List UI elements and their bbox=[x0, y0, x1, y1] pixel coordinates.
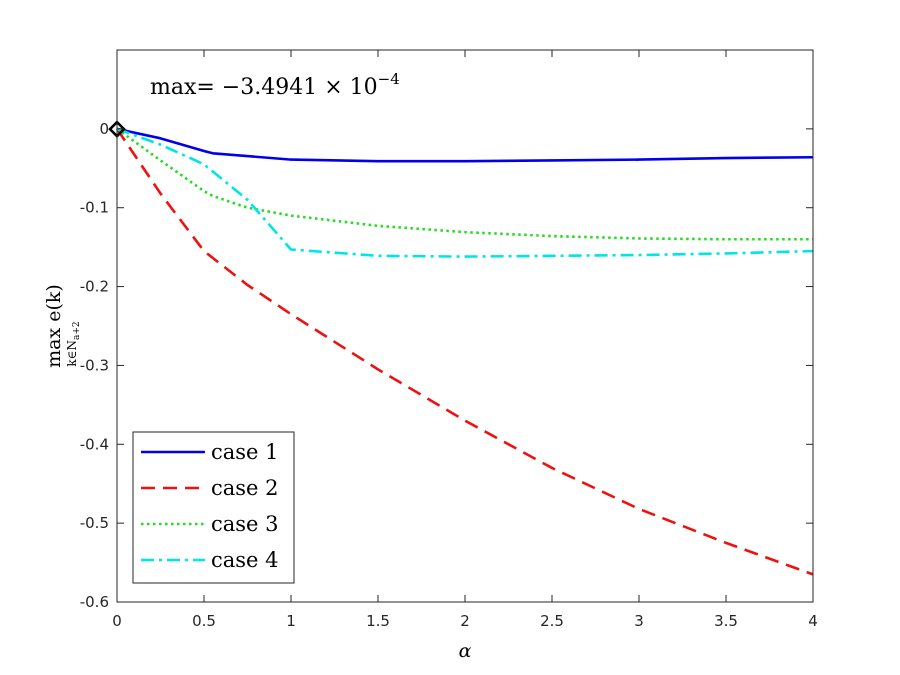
max-annotation-exponent: −4 bbox=[378, 70, 400, 88]
legend-label-case-1: case 1 bbox=[211, 440, 279, 464]
legend-box bbox=[132, 431, 295, 584]
y-tick-label: -0.4 bbox=[80, 435, 109, 453]
series-line-case-3 bbox=[116, 127, 813, 241]
legend-label-case-4: case 4 bbox=[211, 548, 279, 572]
y-axis-label-subscript: a+2 bbox=[72, 321, 82, 340]
x-tick-label: 0 bbox=[112, 612, 122, 630]
y-axis-label-main: max e(k) bbox=[43, 284, 65, 368]
legend: case 1 case 2 case 3 case 4 bbox=[132, 431, 295, 584]
series-line-case-2 bbox=[115, 128, 814, 576]
x-tick-label: 0.5 bbox=[192, 612, 216, 630]
max-annotation-prefix: max= −3.4941 × 10 bbox=[150, 75, 378, 100]
x-tick-label: 2 bbox=[460, 612, 470, 630]
x-tick-label: 2.5 bbox=[540, 612, 564, 630]
y-axis-label-sub: k∈Na+2 bbox=[65, 321, 82, 366]
x-tick-label: 1 bbox=[286, 612, 296, 630]
x-tick-label: 4 bbox=[808, 612, 818, 630]
y-tick-label: -0.1 bbox=[80, 199, 109, 217]
y-tick-label: -0.6 bbox=[80, 593, 109, 611]
x-tick-label: 3.5 bbox=[714, 612, 738, 630]
y-tick-label: -0.2 bbox=[80, 278, 109, 296]
y-tick-label: -0.3 bbox=[80, 356, 109, 374]
y-axis-label-sub-text: k∈N bbox=[65, 340, 79, 367]
x-tick-label: 1.5 bbox=[366, 612, 390, 630]
axis-ticks: 0 0.5 1 1.5 2 2.5 3 3.5 4 0 -0.1 -0.2 -0.3 -0.4 -0.5 -0… bbox=[80, 50, 818, 630]
y-tick-label: -0.5 bbox=[80, 514, 109, 532]
x-tick-label: 3 bbox=[634, 612, 644, 630]
x-axis-label: α bbox=[459, 640, 472, 662]
series-line-case-1 bbox=[116, 127, 814, 163]
max-annotation: max= −3.4941 × 10−4 bbox=[150, 70, 400, 100]
legend-label-case-2: case 2 bbox=[211, 476, 279, 500]
series-line-case-4 bbox=[116, 127, 814, 258]
y-axis-label: max e(k) k∈Na+2 bbox=[43, 284, 82, 368]
legend-label-case-3: case 3 bbox=[211, 512, 279, 536]
y-tick-label: 0 bbox=[99, 120, 109, 138]
